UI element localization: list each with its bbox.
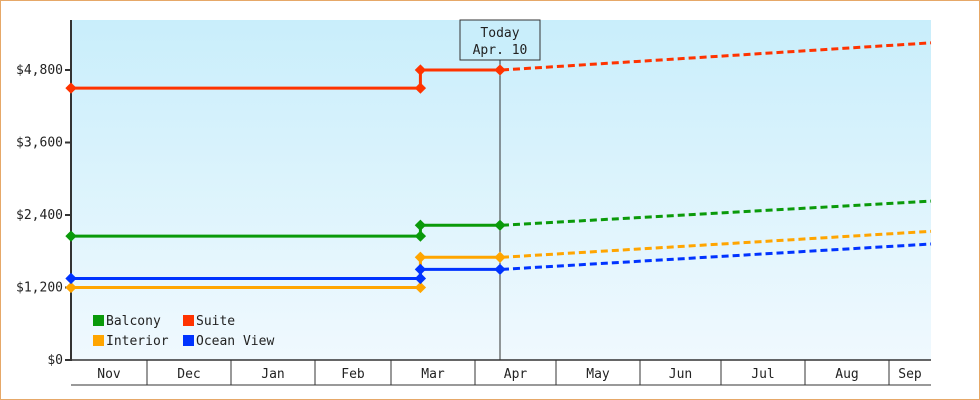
x-tick-label: Mar	[421, 367, 445, 382]
legend-item-suite[interactable]: Suite	[183, 314, 235, 329]
today-date: Apr. 10	[473, 43, 528, 58]
series-ocean-view	[65, 242, 932, 285]
y-tick-label: $4,800	[16, 63, 63, 78]
legend-swatch	[183, 335, 194, 346]
x-tick-label: Jun	[669, 367, 692, 382]
plot-area	[71, 20, 931, 360]
today-marker: Today Apr. 10	[459, 19, 541, 360]
x-axis: Nov Dec Jan Feb Mar Apr May Jun Jul Aug Sep	[70, 359, 931, 386]
x-tick-label: Sep	[898, 367, 922, 382]
x-tick-label: Jul	[751, 367, 774, 382]
y-tick-label: $0	[47, 353, 63, 368]
legend-item-ocean-view[interactable]: Ocean View	[183, 334, 274, 349]
today-label: Today	[480, 26, 519, 41]
y-tick-label: $1,200	[16, 281, 63, 296]
series-balcony	[65, 199, 932, 242]
legend-swatch	[93, 315, 104, 326]
legend-label: Ocean View	[196, 334, 274, 349]
x-tick-label: Nov	[97, 367, 121, 382]
today-label-box	[459, 19, 541, 61]
legend-item-balcony[interactable]: Balcony	[93, 314, 161, 329]
legend-label: Suite	[196, 314, 235, 329]
legend-swatch	[93, 335, 104, 346]
legend-label: Balcony	[106, 314, 161, 329]
y-tick-label: $2,400	[16, 208, 63, 223]
x-tick-label: Dec	[177, 367, 200, 382]
y-tick-label: $3,600	[16, 136, 63, 151]
x-tick-label: Jan	[261, 367, 284, 382]
legend-item-interior[interactable]: Interior	[93, 334, 169, 349]
legend: Balcony Suite Interior Ocean View	[93, 314, 274, 349]
y-axis: $0 $1,200 $2,400 $3,600 $4,800	[16, 20, 72, 368]
x-tick-label: Aug	[835, 367, 858, 382]
series-lines	[65, 41, 932, 294]
x-tick-label: Apr	[504, 367, 528, 382]
legend-label: Interior	[106, 334, 169, 349]
legend-swatch	[183, 315, 194, 326]
x-tick-label: Feb	[341, 367, 365, 382]
x-tick-label: May	[586, 367, 610, 382]
